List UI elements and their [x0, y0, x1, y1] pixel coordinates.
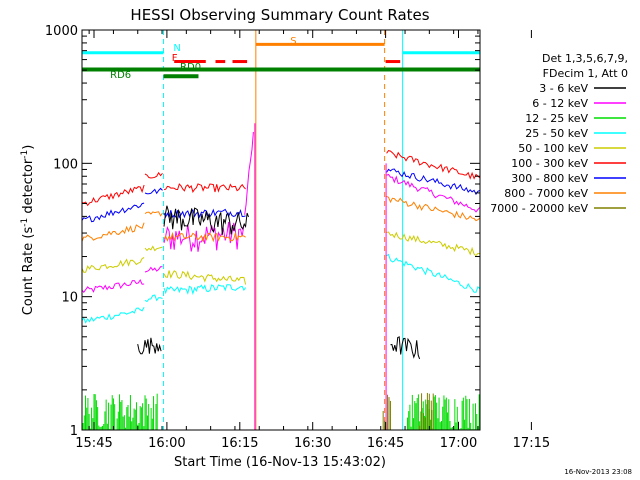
series-line [386, 150, 480, 180]
series-line [137, 337, 162, 355]
y-tick-label: 100 [53, 157, 78, 172]
chart-title: HESSI Observing Summary Count Rates [130, 6, 429, 24]
legend-label: 25 - 50 keV [525, 127, 588, 140]
legend-label: 300 - 800 keV [511, 172, 588, 185]
legend-header-line-2: FDecim 1, Att 0 [543, 67, 628, 80]
series-line [163, 270, 247, 285]
legend: Det 1,3,5,6,7,9, FDecim 1, Att 0 3 - 6 k… [490, 52, 628, 215]
series-line [386, 195, 480, 222]
x-tick-label: 16:00 [148, 436, 185, 451]
series-line [386, 253, 480, 293]
render-timestamp: 16-Nov-2013 23:08 [564, 468, 632, 476]
series-line [163, 221, 245, 252]
legend-label: 6 - 12 keV [532, 97, 588, 110]
legend-label: 7000 - 20000 keV [490, 202, 588, 215]
x-tick-label: 16:45 [367, 436, 404, 451]
series-line [82, 306, 145, 324]
legend-header-line-1: Det 1,3,5,6,7,9, [542, 52, 628, 65]
legend-label: 100 - 300 keV [511, 157, 588, 170]
series-line [82, 278, 145, 293]
plot-frame [81, 29, 481, 431]
series-line [386, 168, 480, 196]
legend-label: 50 - 100 keV [518, 142, 588, 155]
annotation-label: RD6 [110, 70, 131, 81]
series-line [244, 131, 254, 215]
x-tick-label: 15:45 [75, 436, 112, 451]
x-tick-label: 16:15 [221, 436, 258, 451]
series-line [144, 245, 163, 252]
series-line [390, 336, 421, 360]
x-tick-label: 17:15 [513, 436, 550, 451]
series-line [82, 184, 145, 207]
series-line [163, 183, 246, 193]
series-line [144, 294, 163, 303]
series-line [82, 257, 145, 273]
y-axis-label: Count Rate (s-1 detector-1) [20, 145, 36, 316]
legend-label: 12 - 25 keV [525, 112, 588, 125]
y-tick-label: 1 [70, 424, 78, 439]
series-line [144, 211, 163, 217]
legend-label: 800 - 7000 keV [504, 187, 588, 200]
series-line [144, 266, 163, 273]
series-line [163, 231, 246, 243]
annotation-label: N [173, 43, 180, 54]
annotation-label: RD0 [180, 62, 201, 73]
series-line [144, 171, 163, 179]
ticks-layer: 15:45 16:00 16:15 16:30 16:45 17:00 17:15 1 10 10… [45, 24, 550, 451]
series-line [386, 173, 480, 213]
series-line [163, 284, 247, 296]
series-line [82, 202, 145, 223]
series-line [386, 231, 480, 257]
series-line [144, 187, 163, 195]
series-line [163, 205, 249, 235]
y-tick-label: 10 [61, 291, 78, 306]
series-line [163, 208, 246, 220]
series-line [82, 222, 145, 242]
legend-label: 3 - 6 keV [539, 82, 588, 95]
x-axis-label: Start Time (16-Nov-13 15:43:02) [174, 455, 386, 470]
annotation-label: S [290, 36, 296, 47]
y-tick-label: 1000 [45, 24, 78, 39]
annotation-label: F [172, 53, 178, 64]
x-tick-label: 16:30 [294, 436, 331, 451]
x-tick-label: 17:00 [440, 436, 477, 451]
